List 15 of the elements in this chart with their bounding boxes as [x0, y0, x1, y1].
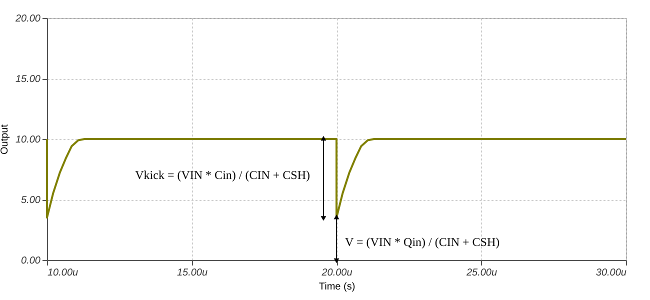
x-tick-label: 30.00u [596, 268, 627, 278]
x-tick-label: 15.00u [176, 268, 208, 278]
x-tick-label: 25.00u [465, 268, 498, 278]
y-tick-label: 5.00 [21, 195, 41, 206]
annotation: Vkick = (VIN * Cin) / (CIN + CSH) [135, 168, 310, 182]
x-axis-title: Time (s) [318, 282, 356, 292]
y-axis-title: Output [0, 124, 10, 155]
x-tick-label: 20.00u [320, 268, 353, 278]
x-tick-label: 10.00u [48, 268, 79, 278]
line-series [46, 138, 627, 220]
y-tick-label: 10.00 [15, 134, 41, 146]
y-tick-label: 20.00 [14, 14, 41, 24]
annotation: V = (VIN * Qin) / (CIN + CSH) [345, 235, 500, 249]
y-tick-label: 0.00 [21, 256, 41, 266]
y-tick-label: 15.00 [15, 74, 41, 85]
